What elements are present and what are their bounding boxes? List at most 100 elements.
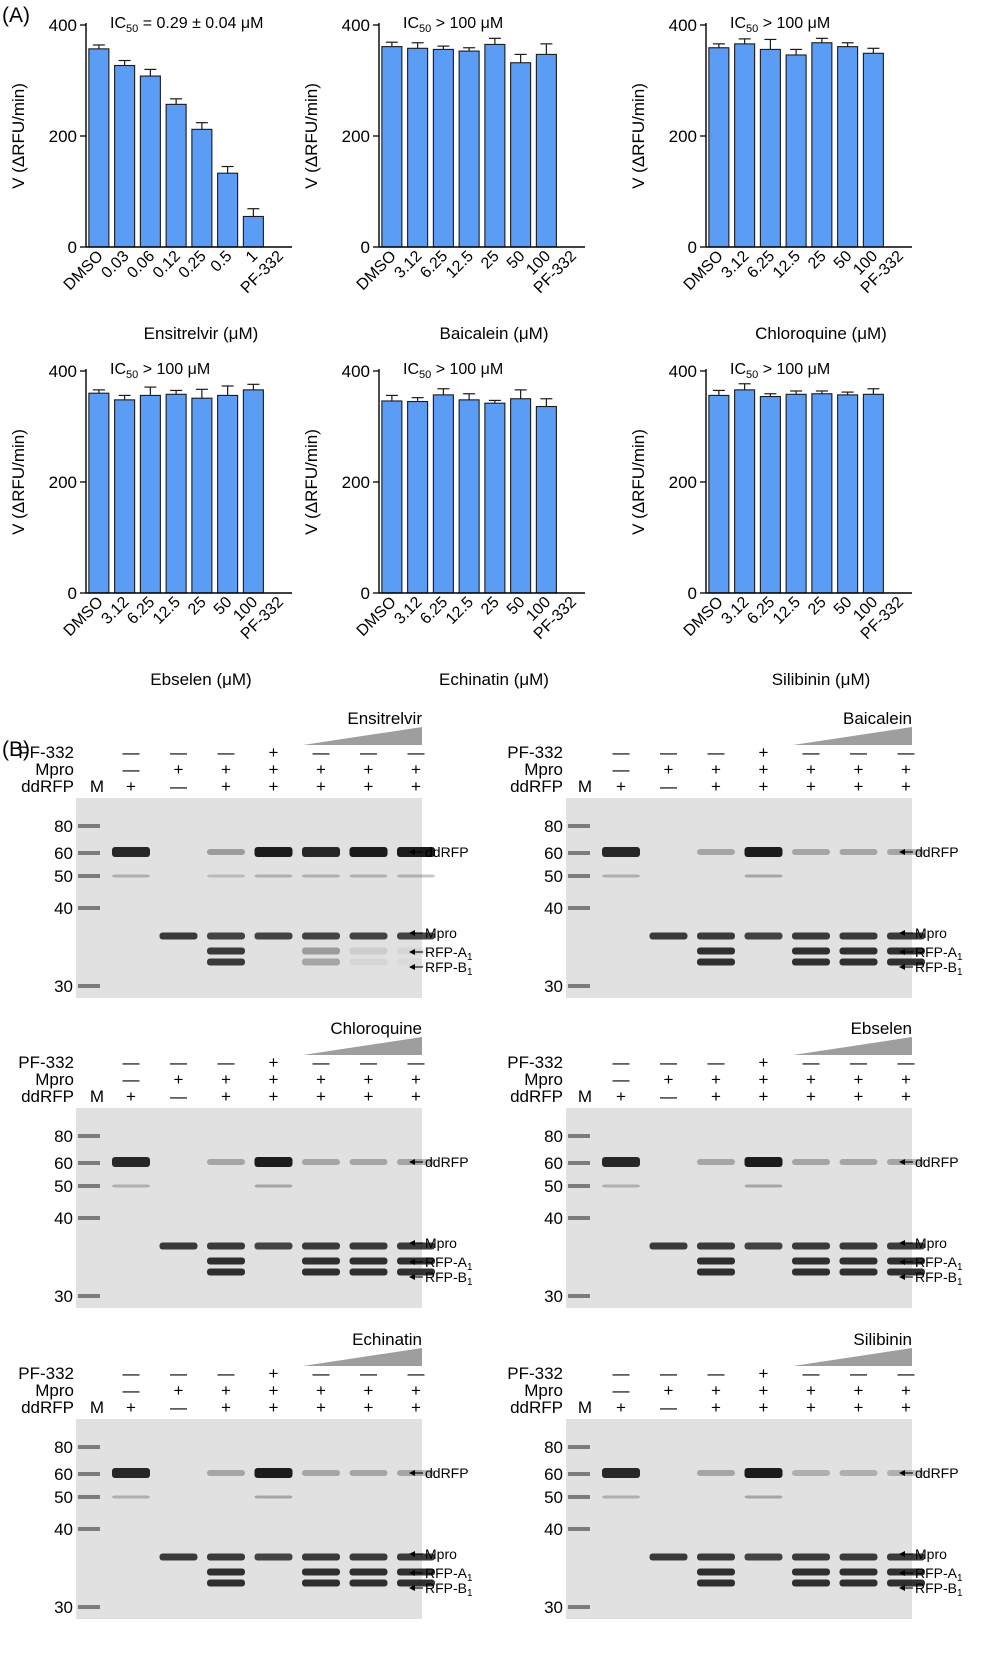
bar xyxy=(837,394,859,594)
gel-band xyxy=(207,1268,245,1276)
mw-marker-label: 80 xyxy=(54,1127,73,1146)
lane-sign: + xyxy=(411,1381,421,1400)
gel-band xyxy=(302,874,340,878)
lane-sign: + xyxy=(901,1398,911,1417)
bar xyxy=(114,64,136,248)
ladder-band xyxy=(568,1445,590,1449)
gel-band xyxy=(602,1468,640,1478)
lane-sign: + xyxy=(411,1087,421,1106)
gel-band xyxy=(112,1157,150,1167)
lane-sign: + xyxy=(174,1070,184,1089)
concentration-ramp xyxy=(303,1037,422,1055)
gel-band xyxy=(697,947,735,955)
gel-band xyxy=(697,1257,735,1265)
lane-sign: — xyxy=(123,743,140,762)
gel-band xyxy=(254,1184,293,1188)
gel-band xyxy=(349,847,388,857)
bar xyxy=(811,393,833,594)
y-tick-label: 200 xyxy=(49,473,77,492)
lane-sign: + xyxy=(664,760,674,779)
gel-band xyxy=(887,958,925,966)
lane-sign: + xyxy=(806,1070,816,1089)
bar xyxy=(458,399,480,594)
bar xyxy=(114,399,136,594)
lane-sign: — xyxy=(803,1053,820,1072)
lane-sign: + xyxy=(364,1381,374,1400)
x-tick-label: 0.25 xyxy=(176,248,210,282)
bar xyxy=(139,394,161,594)
gel-row-label: PF-332 xyxy=(18,1053,74,1072)
lane-sign: + xyxy=(901,1381,911,1400)
gel-band xyxy=(112,1184,150,1188)
band-arrowhead xyxy=(409,964,415,970)
gel-band xyxy=(697,849,735,855)
ladder-band xyxy=(568,1294,590,1298)
ic50-annotation: IC50 > 100 μM xyxy=(730,15,830,35)
gel-band xyxy=(302,1242,340,1250)
ladder-band xyxy=(568,1527,590,1531)
mw-marker-label: 60 xyxy=(54,1154,73,1173)
ladder-band xyxy=(568,984,590,988)
lane-sign: + xyxy=(126,777,136,796)
gel-band xyxy=(302,958,340,966)
lane-sign: + xyxy=(616,777,626,796)
lane-sign: + xyxy=(711,1070,721,1089)
lane-sign: — xyxy=(613,1053,630,1072)
x-tick-label: 12.5 xyxy=(150,594,184,628)
ladder-band xyxy=(568,851,590,855)
mw-marker-label: 60 xyxy=(544,844,563,863)
lane-sign: + xyxy=(411,1398,421,1417)
gel-band xyxy=(349,947,388,955)
lane-sign: + xyxy=(411,777,421,796)
marker-lane-label: M xyxy=(578,1087,592,1106)
lane-sign: + xyxy=(759,777,769,796)
lane-sign: — xyxy=(898,743,915,762)
band-arrowhead xyxy=(899,1274,905,1280)
gel-band xyxy=(397,1257,435,1265)
band-arrowhead xyxy=(899,949,905,955)
gel-band xyxy=(159,1553,198,1561)
x-tick-label: 12.5 xyxy=(770,594,804,628)
lane-sign: + xyxy=(316,760,326,779)
mw-marker-label: 50 xyxy=(54,1488,73,1507)
gel-band xyxy=(302,1470,340,1476)
bar xyxy=(191,128,213,248)
ladder-band xyxy=(568,1472,590,1476)
mw-marker-label: 50 xyxy=(54,1177,73,1196)
bar xyxy=(510,62,532,248)
lane-sign: + xyxy=(174,1381,184,1400)
band-label: ddRFP xyxy=(915,844,959,860)
gel-band xyxy=(839,1242,878,1250)
lane-sign: — xyxy=(170,777,187,796)
lane-sign: — xyxy=(123,1381,140,1400)
y-tick-label: 0 xyxy=(68,238,77,257)
bar xyxy=(759,48,781,248)
x-tick-label: 12.5 xyxy=(443,594,477,628)
mw-marker-label: 30 xyxy=(54,1598,73,1617)
mw-marker-label: 30 xyxy=(544,1287,563,1306)
lane-sign: + xyxy=(901,1070,911,1089)
bar xyxy=(432,48,454,248)
mw-marker-label: 80 xyxy=(544,817,563,836)
lane-sign: + xyxy=(269,760,279,779)
bar xyxy=(811,42,833,248)
lane-sign: + xyxy=(664,1381,674,1400)
x-tick-label: 0.12 xyxy=(150,248,184,282)
band-label: ddRFP xyxy=(915,1154,959,1170)
mw-marker-label: 40 xyxy=(544,1209,563,1228)
band-label: RFP-B1 xyxy=(425,1580,473,1599)
bar xyxy=(785,54,807,248)
lane-sign: + xyxy=(269,1381,279,1400)
band-arrowhead xyxy=(409,849,415,855)
y-tick-label: 400 xyxy=(669,362,697,381)
ladder-band xyxy=(568,1134,590,1138)
lane-sign: + xyxy=(364,1070,374,1089)
lane-sign: + xyxy=(759,760,769,779)
ladder-band xyxy=(568,906,590,910)
gel-band xyxy=(792,1257,830,1265)
ladder-band xyxy=(78,906,100,910)
ic50-annotation: IC50 > 100 μM xyxy=(403,15,503,35)
